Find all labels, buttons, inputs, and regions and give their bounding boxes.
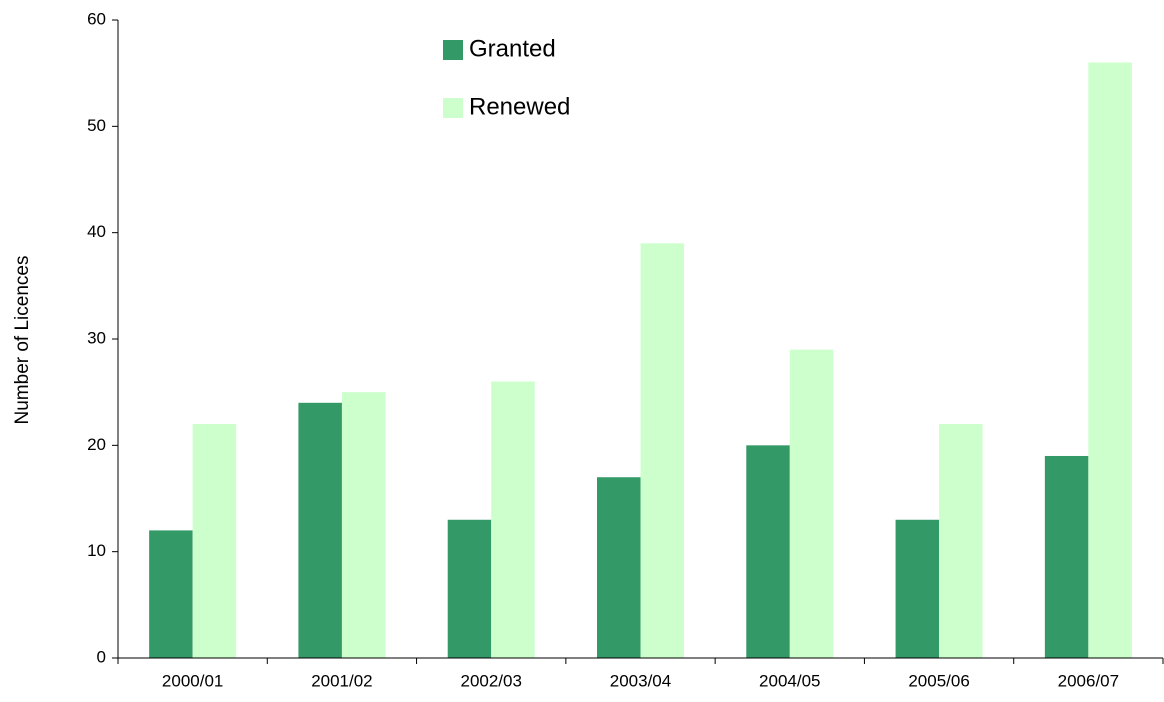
bar <box>491 381 535 658</box>
bar <box>1044 455 1089 658</box>
bar <box>149 530 193 658</box>
y-tick-label: 0 <box>97 647 106 666</box>
x-tick-label: 2003/04 <box>610 671 671 690</box>
bar <box>1088 62 1132 659</box>
y-tick-label: 60 <box>87 9 106 28</box>
bar <box>746 445 790 658</box>
y-tick-label: 40 <box>87 222 106 241</box>
bar <box>447 519 492 658</box>
legend-label: Renewed <box>469 93 570 120</box>
bar <box>341 392 386 658</box>
legend-swatch <box>443 98 463 118</box>
y-tick-label: 10 <box>87 541 106 560</box>
y-tick-label: 50 <box>87 116 106 135</box>
x-tick-label: 2000/01 <box>162 671 223 690</box>
x-tick-label: 2001/02 <box>311 671 372 690</box>
legend-label: Granted <box>469 35 556 62</box>
bar <box>597 477 641 658</box>
bar <box>192 424 237 658</box>
bar <box>789 349 834 658</box>
legend-swatch <box>443 40 463 60</box>
y-tick-label: 20 <box>87 435 106 454</box>
x-tick-label: 2004/05 <box>759 671 820 690</box>
x-tick-label: 2005/06 <box>908 671 969 690</box>
x-tick-label: 2002/03 <box>460 671 521 690</box>
y-axis-title: Number of Licences <box>12 256 33 425</box>
bar <box>298 402 342 658</box>
bar <box>640 243 684 659</box>
x-tick-label: 2006/07 <box>1058 671 1119 690</box>
bar <box>895 519 940 658</box>
bar <box>939 424 983 658</box>
y-tick-label: 30 <box>87 328 106 347</box>
